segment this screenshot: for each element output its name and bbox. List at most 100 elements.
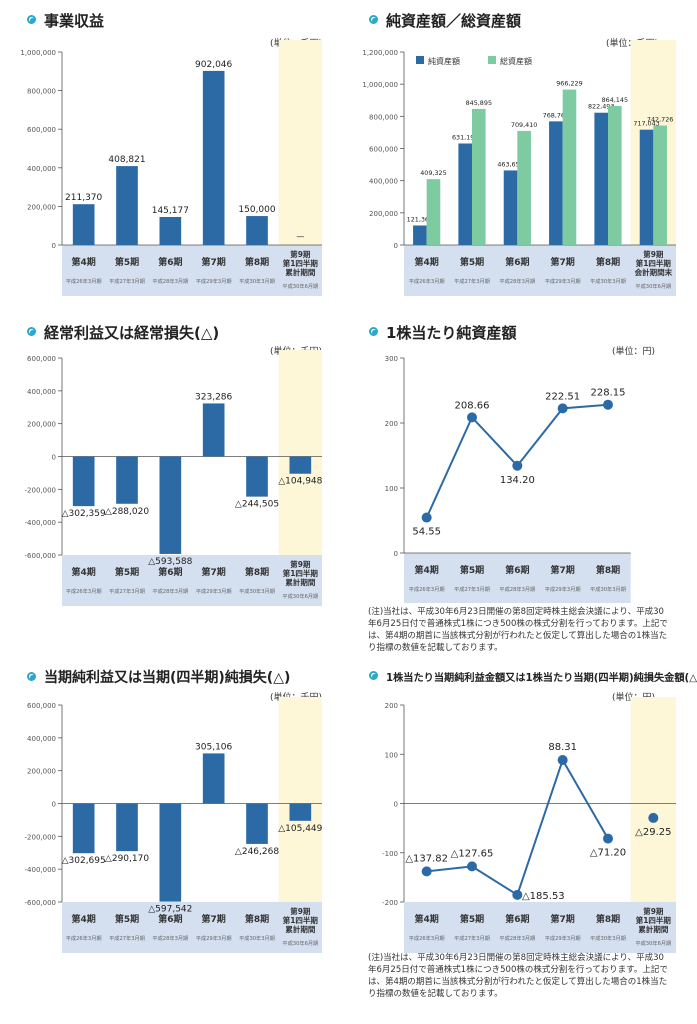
bar	[517, 130, 531, 245]
y-tick-label: 1,000,000	[20, 49, 56, 57]
y-tick-label: 800,000	[27, 88, 56, 96]
bar	[72, 204, 95, 245]
category-label: 第6期	[505, 256, 529, 268]
y-tick-label: 1,000,000	[362, 81, 398, 89]
category-label: 第8期	[596, 564, 620, 576]
category-sub-label: 平成26年3月期	[409, 934, 445, 942]
legend-label: 総資産額	[500, 56, 532, 66]
chart-netincome: -600,000 -400,000 -200,000 0 200,000 400,000 6…	[25, 697, 323, 953]
category-sub-label: 平成26年3月期	[66, 934, 102, 942]
y-tick-label: 200	[385, 420, 398, 428]
category-label: 第1四半期	[636, 915, 672, 925]
y-tick-label: 100	[385, 751, 398, 759]
bar	[116, 456, 138, 504]
chart-title: 純資産額／総資産額	[368, 10, 521, 31]
category-label: 第4期	[72, 566, 96, 578]
chart-assets: 0 200,000 400,000 600,000 800,000 1,000,000 1,…	[362, 40, 676, 296]
data-label: △105,449	[278, 824, 322, 834]
category-band	[404, 245, 676, 296]
category-label: 第5期	[115, 256, 139, 268]
data-label: 408,821	[108, 155, 145, 165]
category-sub-label: 平成26年3月期	[66, 587, 102, 595]
data-label: 323,286	[195, 392, 232, 402]
chart-revenue: 0 200,000 400,000 600,000 800,000 1,000,000 第4…	[20, 40, 322, 296]
category-label: 会計期間末	[635, 267, 673, 277]
y-tick-label: 0	[394, 801, 398, 809]
category-sub-label: 平成26年3月期	[409, 277, 445, 285]
y-tick-label: 200,000	[27, 203, 56, 211]
category-label: 第5期	[115, 913, 139, 925]
y-tick-label: 0	[394, 550, 398, 558]
data-label: 145,177	[152, 206, 189, 216]
category-label: 第7期	[551, 913, 575, 925]
category-sub-label: 平成30年6月期	[635, 282, 671, 290]
y-tick-label: 600,000	[27, 126, 56, 134]
title-text: 1株当たり純資産額	[386, 324, 517, 342]
category-label: 累計期間	[285, 577, 315, 587]
bar	[289, 803, 312, 821]
legend-swatch	[488, 56, 496, 64]
data-label: 742,726	[647, 116, 673, 124]
y-tick-label: 0	[52, 454, 56, 462]
bar	[159, 216, 182, 245]
data-label: —	[296, 232, 304, 241]
circle-bullet-icon	[26, 326, 39, 339]
bar	[503, 170, 518, 245]
bar	[608, 106, 622, 245]
y-tick-label: 200	[385, 702, 398, 710]
bar	[202, 70, 225, 245]
y-tick-label: 200,000	[369, 210, 398, 218]
y-tick-label: 400,000	[369, 178, 398, 186]
data-label: 211,370	[65, 193, 102, 203]
data-point	[557, 403, 568, 414]
y-tick-label: 0	[52, 242, 56, 250]
chart-title: 1株当たり当期純利益金額又は1株当たり当期(四半期)純損失金額(△)	[368, 669, 697, 684]
category-sub-label: 平成29年3月期	[545, 585, 581, 593]
data-label: 121,368	[407, 215, 433, 223]
data-label: 717,043	[633, 120, 659, 128]
bar	[639, 129, 654, 245]
data-point	[421, 512, 432, 523]
category-label: 第1四半期	[636, 258, 672, 268]
legend-swatch	[416, 56, 424, 64]
category-label: 第6期	[505, 913, 529, 925]
category-band	[62, 555, 322, 606]
category-sub-label: 平成30年6月期	[635, 939, 671, 947]
title-text: 純資産額／総資産額	[386, 12, 522, 30]
category-label: 第7期	[551, 564, 575, 576]
data-label: △71.20	[590, 848, 626, 859]
category-label: 第9期	[290, 906, 311, 916]
category-sub-label: 平成28年3月期	[499, 585, 535, 593]
series-line	[426, 757, 609, 897]
category-label: 第7期	[202, 566, 226, 578]
title-text: 1株当たり当期純利益金額又は1株当たり当期(四半期)純損失金額(△)	[386, 673, 697, 684]
category-sub-label: 平成28年3月期	[499, 934, 535, 942]
category-sub-label: 平成29年3月期	[196, 277, 232, 285]
bar	[413, 225, 427, 245]
data-label: 822,493	[588, 103, 614, 111]
category-label: 累計期間	[285, 267, 315, 277]
y-tick-label: -200	[382, 899, 398, 907]
bar	[562, 89, 577, 245]
y-tick-label: 800,000	[369, 113, 398, 121]
category-sub-label: 平成27年3月期	[109, 934, 145, 942]
category-label: 第8期	[245, 913, 269, 925]
data-label: △302,359	[62, 509, 106, 519]
y-tick-label: -200,000	[25, 833, 56, 841]
y-tick-label: 100	[385, 485, 398, 493]
data-label: △104,948	[278, 477, 322, 487]
data-label: 150,000	[238, 205, 275, 215]
bar	[549, 121, 563, 245]
category-sub-label: 平成30年3月期	[590, 277, 626, 285]
bar	[202, 753, 225, 804]
category-label: 第9期	[290, 249, 311, 259]
category-sub-label: 平成29年3月期	[196, 587, 232, 595]
category-sub-label: 平成30年6月期	[282, 592, 318, 600]
y-tick-label: 200,000	[27, 768, 56, 776]
y-tick-label: 400,000	[27, 165, 56, 173]
data-label: 845,895	[466, 99, 492, 107]
chart-title: 1株当たり純資産額	[368, 322, 516, 343]
category-sub-label: 平成28年3月期	[152, 277, 188, 285]
data-label: 864,145	[602, 96, 628, 104]
category-label: 累計期間	[638, 924, 668, 934]
